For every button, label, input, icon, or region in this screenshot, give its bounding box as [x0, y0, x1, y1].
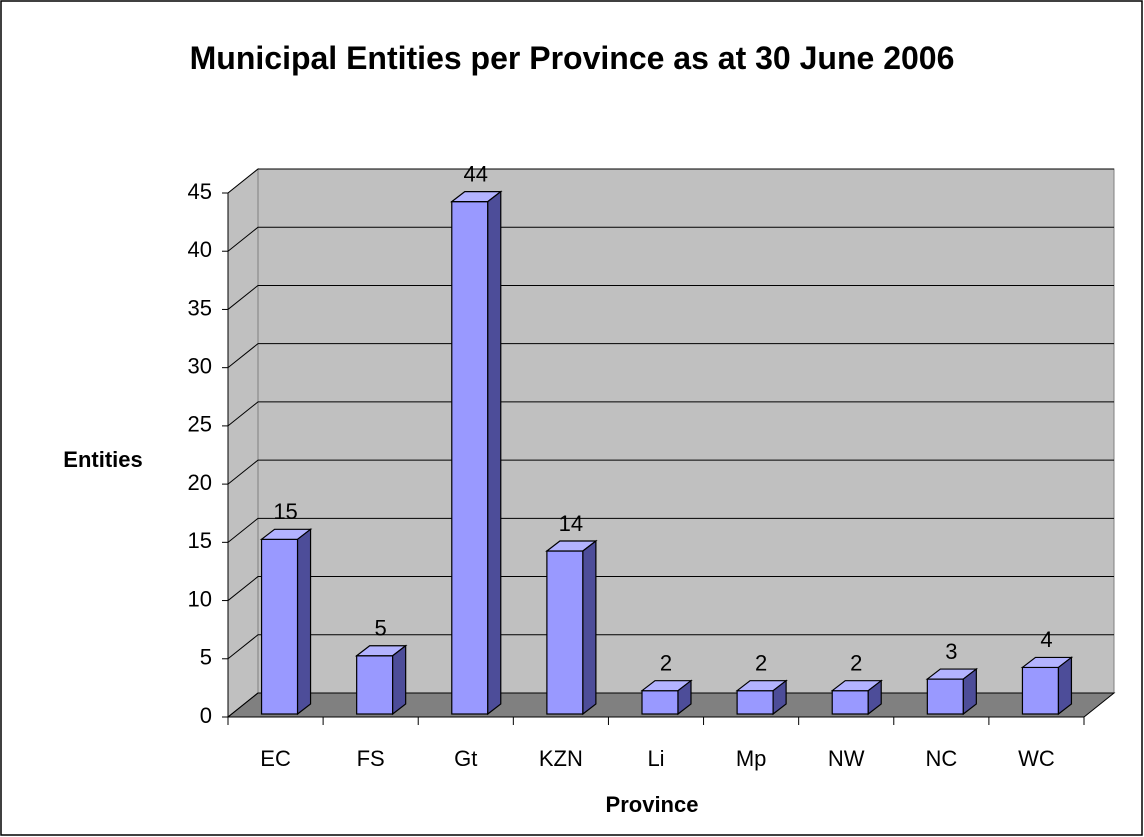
- data-label: 3: [945, 639, 957, 664]
- bar-side: [677, 679, 692, 716]
- data-label: 2: [755, 651, 767, 676]
- y-tick-label: 25: [188, 412, 212, 437]
- x-tick-label: NC: [925, 746, 957, 771]
- bar: [546, 550, 584, 715]
- bar-side: [867, 679, 882, 716]
- bar-side: [487, 190, 502, 716]
- bar: [451, 201, 489, 715]
- data-label: 2: [660, 651, 672, 676]
- data-label: 14: [559, 511, 583, 536]
- bar: [831, 690, 869, 715]
- x-tick-label: KZN: [539, 746, 583, 771]
- x-tick-label: Li: [647, 746, 664, 771]
- grid-line: [227, 401, 1114, 427]
- data-label: 15: [273, 499, 297, 524]
- x-tick-label: Gt: [454, 746, 477, 771]
- y-tick-label: 20: [188, 470, 212, 495]
- y-tick-label: 10: [188, 586, 212, 611]
- bar: [260, 538, 299, 715]
- grid-line: [227, 284, 1114, 310]
- bar-side: [962, 667, 977, 716]
- bar: [641, 690, 679, 715]
- x-tick-label: EC: [260, 746, 291, 771]
- data-label: 44: [464, 161, 488, 186]
- grid-line: [227, 634, 1114, 660]
- bar: [1021, 666, 1060, 715]
- x-tick-label: NW: [828, 746, 865, 771]
- y-tick-label: 0: [200, 703, 212, 728]
- y-tick-label: 40: [188, 237, 212, 262]
- y-axis-label: Entities: [63, 447, 142, 472]
- bar-side: [772, 679, 787, 716]
- side-wall: [227, 167, 259, 719]
- y-tick-label: 35: [188, 295, 212, 320]
- data-label: 5: [375, 616, 387, 641]
- x-tick-label: WC: [1018, 746, 1055, 771]
- grid-line: [227, 168, 1114, 194]
- data-label: 2: [850, 651, 862, 676]
- grid-line: [227, 692, 1114, 718]
- x-tick-label: FS: [357, 746, 385, 771]
- bar-side: [392, 644, 407, 716]
- chart-title: Municipal Entities per Province as at 30…: [189, 40, 955, 76]
- bar: [926, 678, 964, 715]
- grid-line: [227, 576, 1114, 601]
- data-label: 4: [1040, 627, 1052, 652]
- bar-side: [1057, 656, 1073, 716]
- y-tick-label: 15: [188, 528, 212, 553]
- back-wall: [257, 168, 1115, 694]
- grid-line: [227, 343, 1114, 369]
- grid-line: [227, 226, 1114, 252]
- x-tick-label: Mp: [736, 746, 767, 771]
- y-tick-label: 5: [200, 645, 212, 670]
- y-tick-label: 45: [188, 179, 212, 204]
- bar-side: [296, 528, 312, 716]
- bar: [736, 690, 774, 715]
- x-axis-label: Province: [606, 792, 699, 817]
- bar: [356, 655, 394, 715]
- y-tick-label: 30: [188, 353, 212, 378]
- grid-line: [227, 517, 1114, 543]
- grid-line: [227, 459, 1114, 485]
- bar-side: [582, 539, 597, 716]
